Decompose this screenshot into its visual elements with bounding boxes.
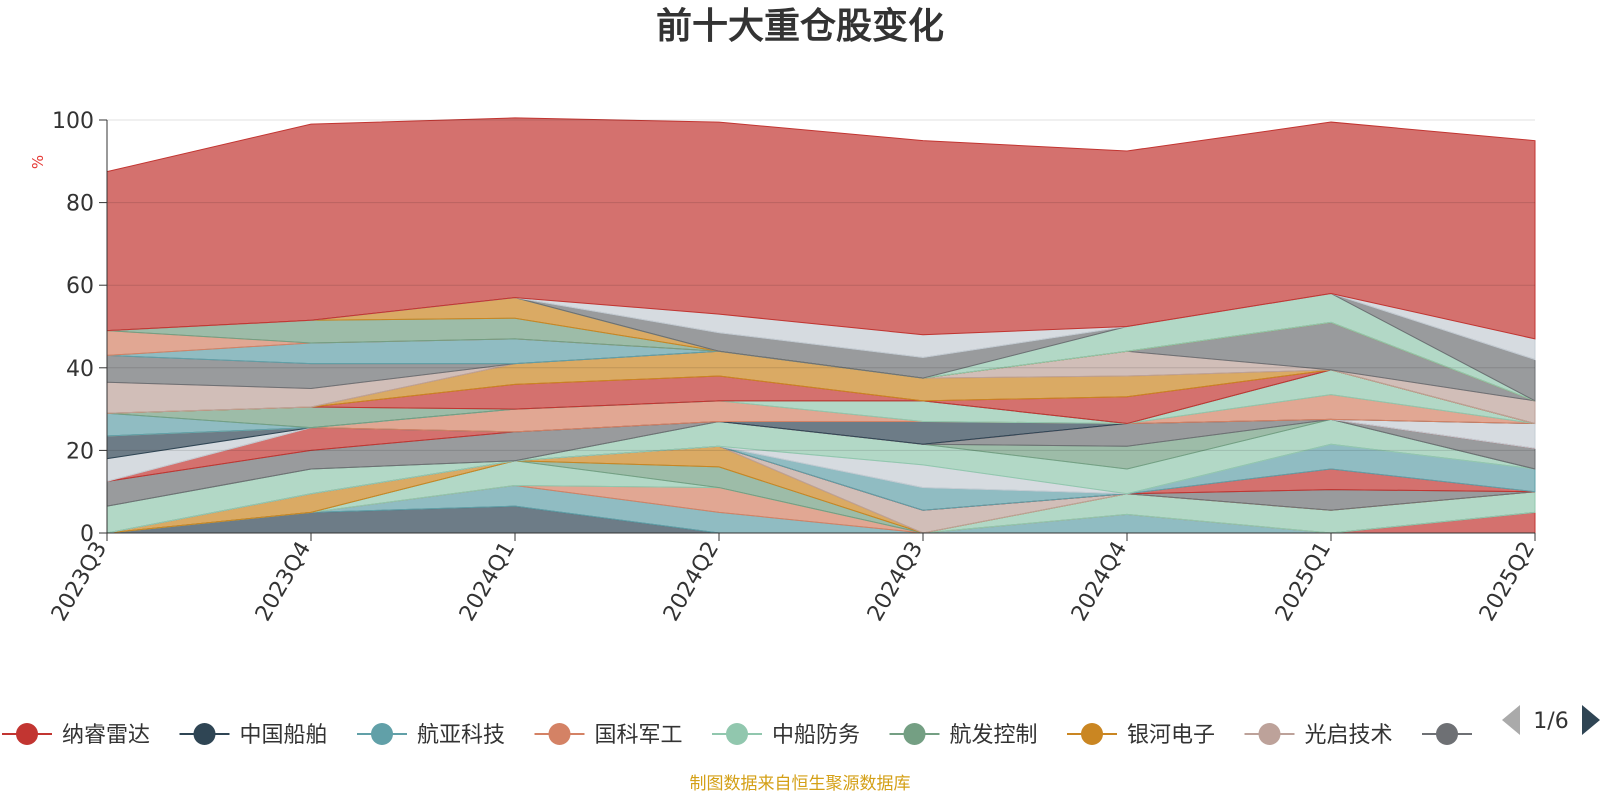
x-tick-label: 2024Q3	[863, 538, 928, 626]
x-tick-label: 2024Q4	[1067, 538, 1132, 626]
legend-item-truncated[interactable]	[1422, 723, 1472, 745]
legend-marker-icon	[16, 723, 38, 745]
x-tick-label: 2023Q3	[47, 538, 112, 626]
y-tick-label: 20	[66, 439, 94, 464]
x-tick-label: 2023Q4	[251, 538, 316, 626]
legend-item[interactable]: 光启技术	[1244, 723, 1393, 748]
legend-pager: 1/6	[1502, 705, 1600, 735]
legend-label: 中船防务	[772, 723, 860, 748]
chart-title: 前十大重仓股变化	[656, 5, 944, 47]
legend-item[interactable]: 中船防务	[712, 723, 860, 748]
area-series-group	[106, 117, 1536, 534]
y-tick-label: 80	[66, 192, 94, 217]
legend-label: 国科军工	[595, 723, 683, 748]
legend-item[interactable]: 纳睿雷达	[2, 723, 150, 748]
legend-marker-icon	[903, 723, 926, 745]
x-tick-label: 2025Q1	[1271, 538, 1336, 626]
x-tick-label: 2025Q2	[1475, 538, 1540, 626]
y-axis-unit-label: %	[29, 155, 47, 169]
legend-next-page-icon[interactable]	[1582, 705, 1600, 735]
legend-item[interactable]: 国科军工	[534, 723, 683, 748]
legend-prev-page-icon[interactable]	[1502, 705, 1520, 735]
legend-item[interactable]: 航发控制	[889, 723, 1038, 748]
grid-lines	[107, 119, 1535, 451]
legend-label: 航亚科技	[417, 723, 505, 748]
legend-marker-icon	[1258, 723, 1281, 745]
area-series-34	[106, 117, 1536, 340]
legend[interactable]: 纳睿雷达 中国船舶 航亚科技 国科军工 中船防务 航发控制 银河电子 光启技术	[2, 723, 1472, 748]
legend-item[interactable]: 银河电子	[1067, 723, 1215, 748]
legend-label: 中国船舶	[240, 723, 328, 748]
data-source-note: 制图数据来自恒生聚源数据库	[690, 774, 911, 794]
legend-label: 银河电子	[1127, 723, 1215, 748]
y-tick-label: 40	[66, 357, 94, 382]
legend-marker-icon	[548, 723, 571, 745]
x-tick-label: 2024Q2	[659, 538, 724, 626]
legend-item[interactable]: 中国船舶	[179, 723, 328, 748]
x-tick-label: 2024Q1	[455, 538, 520, 626]
legend-marker-icon	[1081, 723, 1103, 745]
legend-label: 纳睿雷达	[62, 723, 150, 748]
y-tick-label: 0	[80, 522, 94, 547]
legend-marker-icon	[193, 723, 216, 745]
legend-marker-icon	[726, 723, 748, 745]
y-tick-label: 100	[52, 109, 94, 134]
legend-item[interactable]: 航亚科技	[357, 723, 505, 748]
y-tick-label: 60	[66, 274, 94, 299]
legend-label: 航发控制	[950, 723, 1038, 748]
legend-marker-icon	[371, 723, 393, 745]
legend-page-indicator: 1/6	[1533, 709, 1568, 734]
legend-marker-icon	[1436, 723, 1458, 745]
legend-label: 光启技术	[1305, 723, 1393, 748]
